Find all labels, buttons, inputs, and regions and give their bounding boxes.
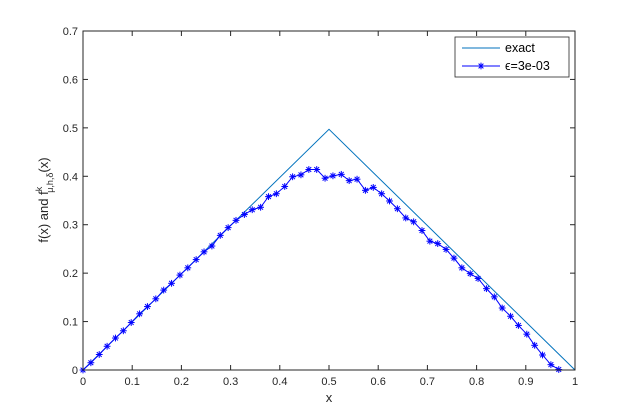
y-axis-label-superscript: k — [34, 186, 44, 191]
data-point-approx — [321, 174, 329, 182]
data-point-approx — [329, 172, 337, 180]
y-axis-label: f(x) and fkμ,h,δ(x) — [34, 157, 55, 242]
data-point-approx — [378, 190, 386, 198]
data-point-approx — [369, 184, 377, 191]
x-tick-label: 0.1 — [125, 376, 140, 388]
data-point-approx — [200, 248, 208, 256]
data-point-approx — [144, 303, 151, 310]
data-point-approx — [232, 216, 240, 224]
x-axis-ticks: 0 0.1 0.2 0.3 0.4 0.5 0.6 0.7 0.8 0.9 1 — [80, 31, 578, 388]
data-point-approx — [136, 310, 143, 318]
data-point-approx — [103, 342, 111, 350]
data-point-approx — [87, 359, 95, 367]
x-axis-label: x — [326, 390, 333, 405]
data-point-approx — [345, 177, 353, 185]
legend-marker-approx — [477, 62, 485, 70]
y-axis-label-subscript: μ,h,δ — [45, 173, 55, 193]
y-tick-label: 0.2 — [63, 268, 78, 280]
data-point-approx — [458, 264, 466, 272]
data-point-approx — [160, 286, 168, 294]
data-point-approx — [112, 334, 119, 342]
data-point-approx — [531, 341, 539, 349]
data-point-approx — [523, 330, 531, 338]
data-point-approx — [434, 240, 442, 248]
x-tick-label: 0.6 — [371, 376, 386, 388]
x-tick-label: 0.3 — [223, 376, 238, 388]
data-point-approx — [466, 270, 474, 278]
data-point-approx — [257, 203, 265, 211]
legend: exact ϵ=3e-03 — [454, 36, 570, 78]
plot-area — [83, 31, 575, 370]
y-tick-label: 0.3 — [63, 220, 78, 232]
data-point-approx — [539, 351, 546, 359]
x-tick-label: 0 — [80, 376, 86, 388]
data-point-approx — [248, 206, 256, 214]
data-point-approx — [265, 193, 272, 201]
y-axis-label-tail: (x) — [36, 157, 51, 172]
y-tick-label: 0.6 — [63, 74, 78, 86]
y-axis-ticks: 0 0.1 0.2 0.3 0.4 0.5 0.6 0.7 — [63, 26, 575, 377]
y-tick-label: 0.5 — [63, 123, 78, 135]
data-point-approx — [474, 275, 482, 282]
data-point-approx — [498, 304, 506, 312]
data-point-approx — [490, 293, 498, 301]
data-point-approx — [184, 264, 192, 272]
x-tick-label: 0.8 — [469, 376, 484, 388]
data-point-approx — [410, 218, 418, 226]
data-point-approx — [442, 246, 450, 253]
legend-asterisk-icon — [477, 62, 485, 70]
data-point-approx — [386, 197, 393, 205]
data-point-approx — [402, 214, 410, 222]
data-point-approx — [297, 171, 305, 179]
data-point-approx — [95, 351, 103, 358]
data-point-approx — [289, 173, 296, 181]
x-tick-label: 0.5 — [321, 376, 336, 388]
data-point-approx — [337, 170, 345, 178]
data-point-approx — [208, 242, 216, 250]
x-tick-label: 0.4 — [272, 376, 287, 388]
data-point-approx — [362, 186, 369, 194]
data-point-approx — [119, 327, 127, 335]
data-point-approx — [507, 312, 514, 320]
data-point-approx — [240, 211, 248, 218]
legend-box — [454, 36, 570, 78]
data-point-approx — [450, 254, 458, 262]
data-point-approx — [176, 271, 184, 279]
data-point-approx — [127, 319, 135, 326]
data-point-approx — [192, 256, 200, 263]
data-point-approx — [272, 190, 280, 198]
x-tick-label: 0.9 — [518, 376, 533, 388]
legend-label-exact: exact — [505, 41, 535, 55]
data-point-approx — [515, 322, 522, 329]
legend-label-approx: ϵ=3e-03 — [505, 59, 550, 73]
y-axis-label-main: f(x) and f — [36, 191, 51, 243]
x-tick-label: 0.7 — [420, 376, 435, 388]
data-point-approx — [313, 166, 321, 173]
y-tick-label: 0.1 — [63, 317, 78, 329]
data-point-approx — [547, 361, 555, 369]
x-tick-label: 0.2 — [174, 376, 189, 388]
y-tick-label: 0 — [72, 365, 78, 377]
data-point-approx — [426, 237, 434, 245]
data-point-approx — [152, 295, 160, 303]
x-tick-label: 1 — [572, 376, 578, 388]
data-point-approx — [216, 231, 224, 239]
data-point-approx — [224, 224, 232, 232]
data-point-approx — [168, 279, 175, 287]
data-point-approx — [483, 285, 490, 293]
data-point-approx — [393, 205, 401, 213]
data-point-approx — [418, 227, 426, 234]
data-point-approx — [281, 183, 289, 190]
curves-layer — [79, 128, 576, 374]
y-tick-label: 0.7 — [63, 26, 78, 38]
y-tick-label: 0.4 — [63, 171, 78, 183]
data-point-approx — [305, 166, 313, 173]
data-point-approx — [353, 175, 361, 183]
